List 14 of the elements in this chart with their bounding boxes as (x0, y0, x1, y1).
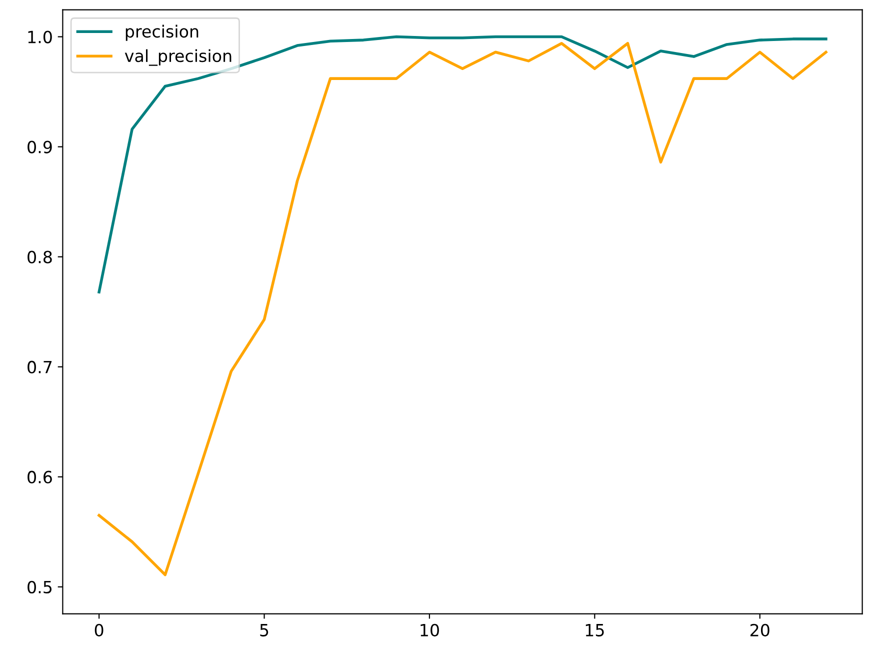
legend-label: val_precision (124, 49, 232, 66)
y-tick-label: 1.0 (28, 30, 52, 44)
x-tick-label: 0 (94, 624, 104, 636)
y-tick-label: 0.8 (28, 250, 52, 264)
legend-label: precision (126, 24, 198, 41)
y-tick-label: 0.9 (28, 140, 52, 154)
x-tick-label: 5 (260, 624, 268, 636)
line-series (98, 42, 828, 576)
x-tick-label: 20 (750, 624, 770, 636)
x-tick-label: 15 (586, 624, 604, 636)
y-tick-label: 0.7 (28, 360, 52, 374)
y-tick-label: 0.5 (28, 580, 52, 594)
x-tick-label: 10 (420, 624, 439, 636)
y-tick-label: 0.6 (28, 470, 52, 484)
